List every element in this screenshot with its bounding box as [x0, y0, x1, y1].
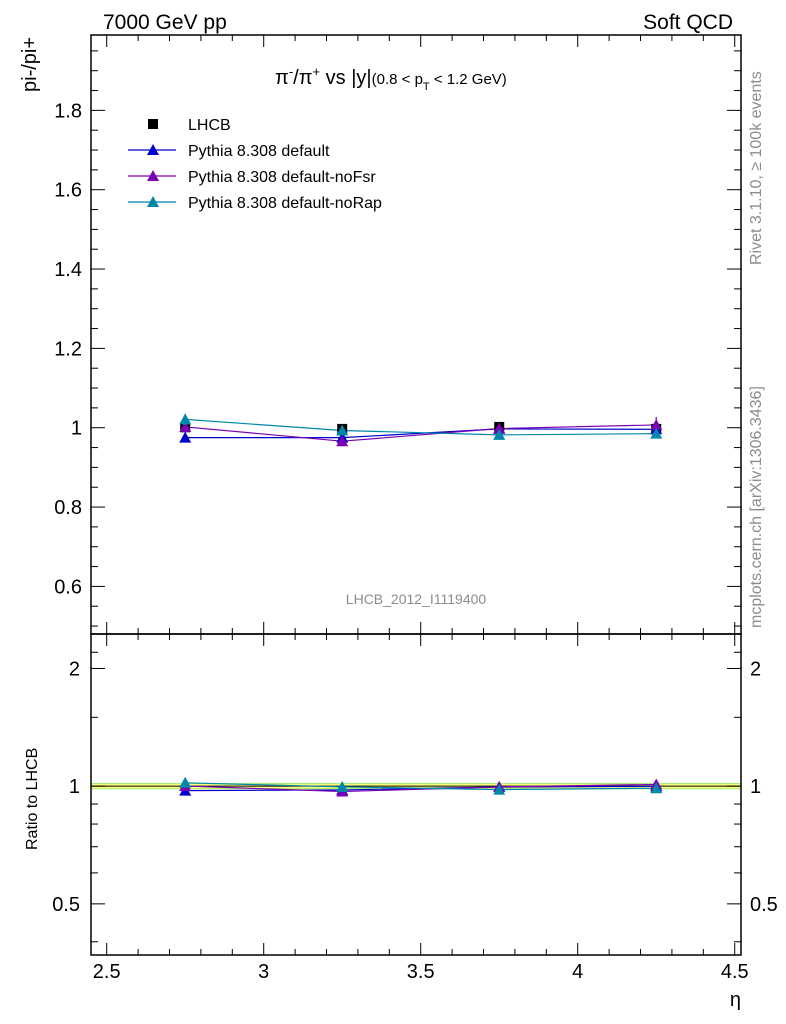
legend-label-lhcb: LHCB [188, 117, 231, 134]
main-y-tick-label: 0.6 [54, 576, 82, 598]
main-y-tick-label: 1.4 [54, 259, 82, 281]
main-point-default [179, 431, 192, 443]
header-left: 7000 GeV pp [103, 11, 227, 34]
ratio-plot-frame [90, 633, 742, 956]
main-y-tick-label: 1.8 [54, 100, 82, 122]
main-ylabel: pi-/pi+ [19, 37, 41, 92]
rivet-label: Rivet 3.1.10, ≥ 100k events [748, 71, 765, 265]
legend-label-default: Pythia 8.308 default [188, 143, 330, 160]
ratio-line-norap [185, 782, 657, 791]
x-tick-label: 3 [258, 961, 269, 983]
ratio-point-norap [650, 782, 663, 794]
ratio-y-tick-label: 1 [69, 776, 80, 798]
ratio-y-tick-label: 2 [69, 658, 80, 680]
legend-entry-nofsr: Pythia 8.308 default-noFsr [128, 169, 376, 186]
main-point-nofsr [336, 435, 349, 447]
legend-label-norap: Pythia 8.308 default-noRap [188, 195, 382, 212]
main-point-norap [336, 424, 349, 436]
x-axis-label: η [730, 989, 741, 1011]
main-point-norap [493, 428, 506, 440]
x-tick-label: 4 [572, 961, 583, 983]
main-y-tick-label: 1.6 [54, 180, 82, 202]
main-y-tick-label: 0.8 [54, 497, 82, 519]
main-point-norap [179, 413, 192, 425]
x-tick-label: 3.5 [407, 961, 435, 983]
mcplots-label: mcplots.cern.ch [arXiv:1306.3436] [748, 386, 765, 628]
x-tick-label: 4.5 [721, 961, 749, 983]
ratio-y-tick-label: 0.5 [52, 894, 80, 916]
ratio-y-tick-label-right: 2 [750, 658, 761, 680]
legend: LHCB Pythia 8.308 default Pythia 8.308 d… [128, 117, 382, 212]
main-title: π-/π+ vs |y|(0.8 < pT < 1.2 GeV) [275, 64, 507, 93]
main-y-tick-label: 1 [71, 418, 82, 440]
main-point-nofsr [650, 418, 663, 430]
main-point-nofsr [179, 420, 192, 432]
main-y-tick-label: 1.2 [54, 338, 82, 360]
legend-marker-norap [147, 196, 159, 207]
ratio-y-tick-label-right: 0.5 [750, 894, 778, 916]
ratio-y-tick-label-right: 1 [750, 776, 761, 798]
legend-entry-lhcb: LHCB [148, 117, 231, 134]
legend-entry-norap: Pythia 8.308 default-noRap [128, 195, 382, 212]
ratio-point-norap [493, 783, 506, 795]
analysis-label: LHCB_2012_I1119400 [346, 591, 487, 607]
legend-marker-default [147, 144, 159, 155]
legend-label-nofsr: Pythia 8.308 default-noFsr [188, 169, 376, 186]
header-right: Soft QCD [643, 11, 733, 34]
legend-entry-default: Pythia 8.308 default [128, 143, 330, 160]
ratio-point-norap [336, 780, 349, 792]
main-point-nofsr [493, 422, 506, 434]
legend-marker-lhcb [148, 119, 158, 129]
main-point-norap [650, 427, 663, 439]
ratio-ylabel: Ratio to LHCB [24, 748, 41, 850]
x-tick-label: 2.5 [93, 961, 121, 983]
legend-marker-nofsr [147, 170, 159, 181]
main-line-nofsr [185, 424, 657, 442]
ratio-point-norap [179, 776, 192, 788]
main-line-norap [185, 418, 657, 436]
ratio-line-nofsr [185, 783, 657, 793]
